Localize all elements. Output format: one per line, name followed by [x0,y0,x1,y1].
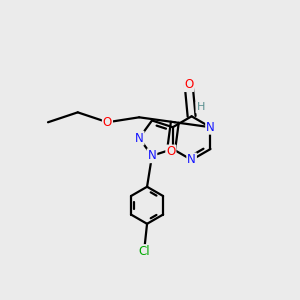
Text: N: N [187,153,196,167]
Text: O: O [103,116,112,129]
Text: O: O [166,146,176,158]
Text: Cl: Cl [138,245,150,258]
Text: N: N [135,132,144,145]
Text: H: H [196,102,205,112]
Text: N: N [148,149,156,162]
Text: N: N [206,121,215,134]
Text: O: O [184,78,193,91]
